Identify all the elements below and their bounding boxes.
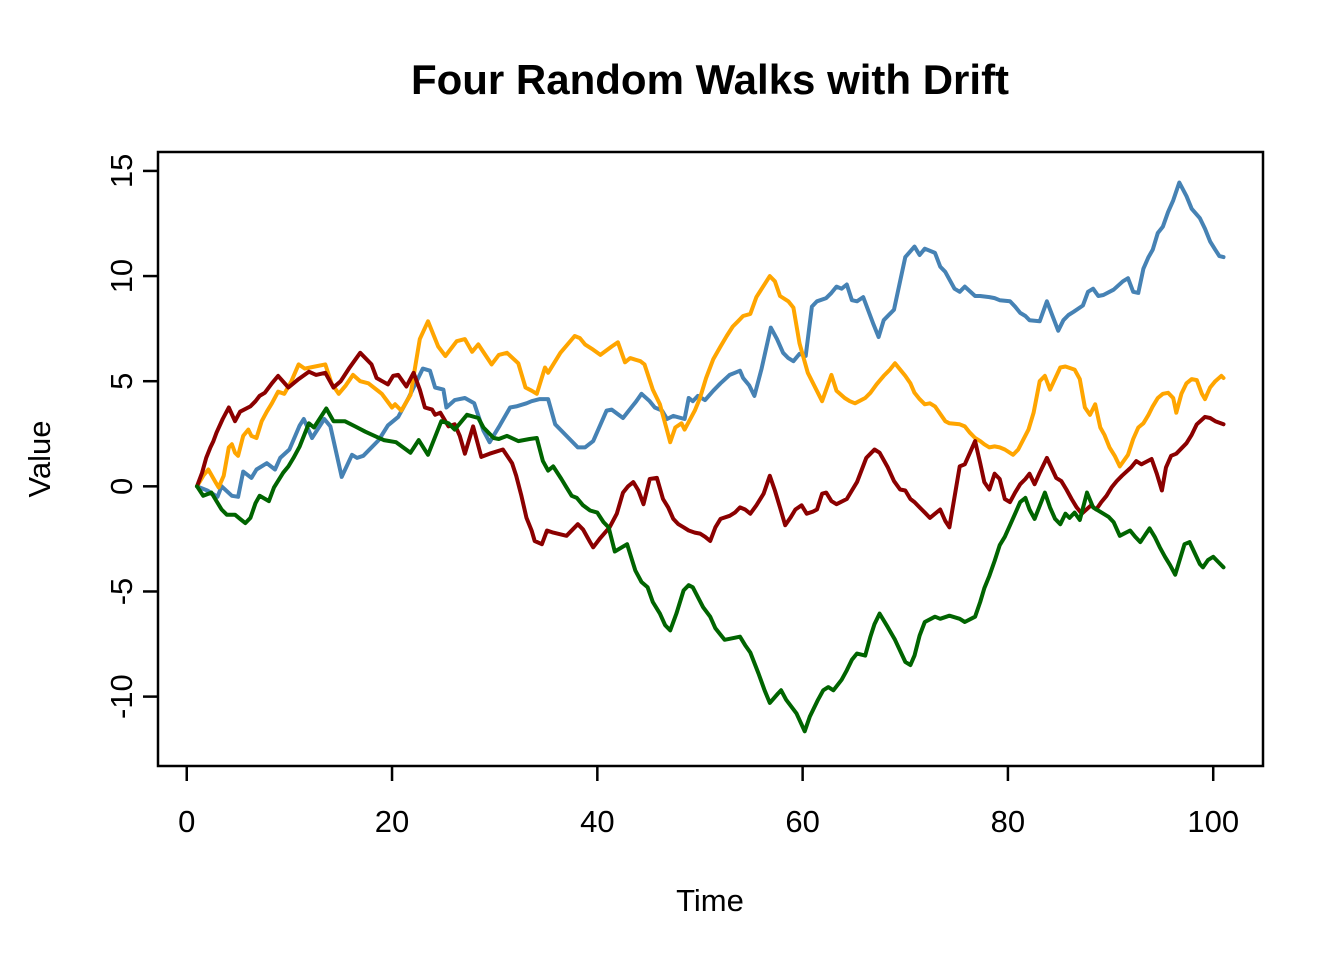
y-tick-label: 5 — [104, 373, 139, 390]
x-tick-label: 100 — [1187, 804, 1239, 839]
series-line-orange-walk — [195, 274, 1226, 490]
y-tick-label: 0 — [104, 478, 139, 495]
y-tick-label: -5 — [104, 578, 139, 606]
y-tick-label: 15 — [104, 154, 139, 188]
plot-box — [156, 150, 1265, 768]
series-line-steelblue-walk — [195, 180, 1226, 499]
series-line-darkred-walk — [195, 350, 1226, 550]
x-tick-label: 20 — [375, 804, 409, 839]
y-axis-label: Value — [22, 420, 57, 498]
x-tick-label: 40 — [580, 804, 614, 839]
x-tick-label: 80 — [991, 804, 1025, 839]
y-tick-label: 10 — [104, 259, 139, 293]
x-axis-label: Time — [676, 883, 744, 918]
x-tick-label: 60 — [785, 804, 819, 839]
series-line-darkgreen-walk — [195, 406, 1226, 734]
chart-title: Four Random Walks with Drift — [410, 56, 1010, 103]
x-tick-label: 0 — [178, 804, 195, 839]
y-tick-label: -10 — [104, 674, 139, 719]
